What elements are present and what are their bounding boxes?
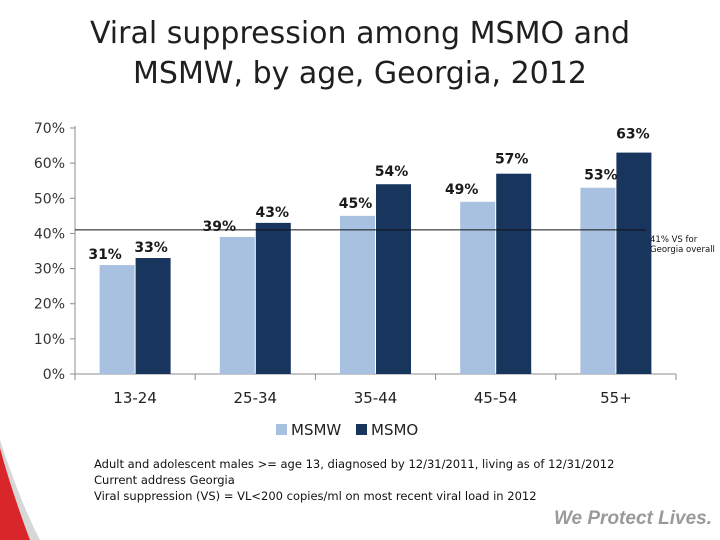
y-tick-label: 0% xyxy=(43,367,65,383)
bar-msmo xyxy=(376,184,411,374)
tagline: We Protect Lives. xyxy=(553,508,712,529)
x-tick-label: 35-44 xyxy=(354,389,398,407)
data-label-msmo: 33% xyxy=(134,240,168,256)
x-tick-label: 55+ xyxy=(600,389,632,407)
data-label-msmw: 45% xyxy=(339,196,373,212)
bar-msmw xyxy=(460,201,496,374)
y-tick-label: 10% xyxy=(34,332,65,348)
legend-swatch-msmw xyxy=(276,424,287,435)
bar-msmw xyxy=(580,187,616,374)
bar-msmo xyxy=(616,152,652,374)
legend-swatch-msmo xyxy=(356,424,367,435)
title-line-1: Viral suppression among MSMO and xyxy=(89,16,631,51)
data-label-msmw: 31% xyxy=(88,247,122,263)
page-title: Viral suppression among MSMO and MSMW, b… xyxy=(0,14,720,94)
legend-label-msmw: MSMW xyxy=(291,421,341,439)
data-label-msmo: 43% xyxy=(256,205,290,221)
footnote-line-1: Adult and adolescent males >= age 13, di… xyxy=(94,457,615,471)
bar-msmo xyxy=(496,173,532,374)
footnotes: Adult and adolescent males >= age 13, di… xyxy=(94,456,614,504)
data-label-msmw: 49% xyxy=(445,182,479,198)
y-tick-label: 70% xyxy=(34,121,65,137)
bar-msmo xyxy=(255,222,291,374)
y-tick-label: 40% xyxy=(34,226,65,242)
bar-msmw xyxy=(340,215,375,374)
legend-label-msmo: MSMO xyxy=(371,421,418,439)
bar-msmw xyxy=(219,236,255,374)
bar-msmo xyxy=(135,258,171,374)
title-line-2: MSMW, by age, Georgia, 2012 xyxy=(133,56,587,91)
x-tick-label: 13-24 xyxy=(113,389,157,407)
footnote-line-3: Viral suppression (VS) = VL<200 copies/m… xyxy=(94,489,537,503)
bar-msmw xyxy=(99,265,135,374)
data-label-msmw: 39% xyxy=(203,219,237,235)
data-label-msmo: 54% xyxy=(375,164,409,180)
y-tick-label: 60% xyxy=(34,156,65,172)
reference-line-label: Georgia overall xyxy=(650,245,715,255)
y-tick-label: 50% xyxy=(34,191,65,207)
reference-line-label: 41% VS for xyxy=(650,235,698,245)
bar-chart: 0% 10% 20% 30% 40% 50% 60% 70% 13-24 25-34 35-44 45… xyxy=(34,121,715,439)
footnote-line-2: Current address Georgia xyxy=(94,473,235,487)
y-tick-label: 30% xyxy=(34,262,65,278)
data-label-msmo: 63% xyxy=(616,127,650,143)
data-label-msmo: 57% xyxy=(495,152,529,168)
y-tick-label: 20% xyxy=(34,297,65,313)
x-tick-label: 45-54 xyxy=(474,389,518,407)
x-tick-label: 25-34 xyxy=(234,389,278,407)
data-label-msmw: 53% xyxy=(584,168,618,184)
